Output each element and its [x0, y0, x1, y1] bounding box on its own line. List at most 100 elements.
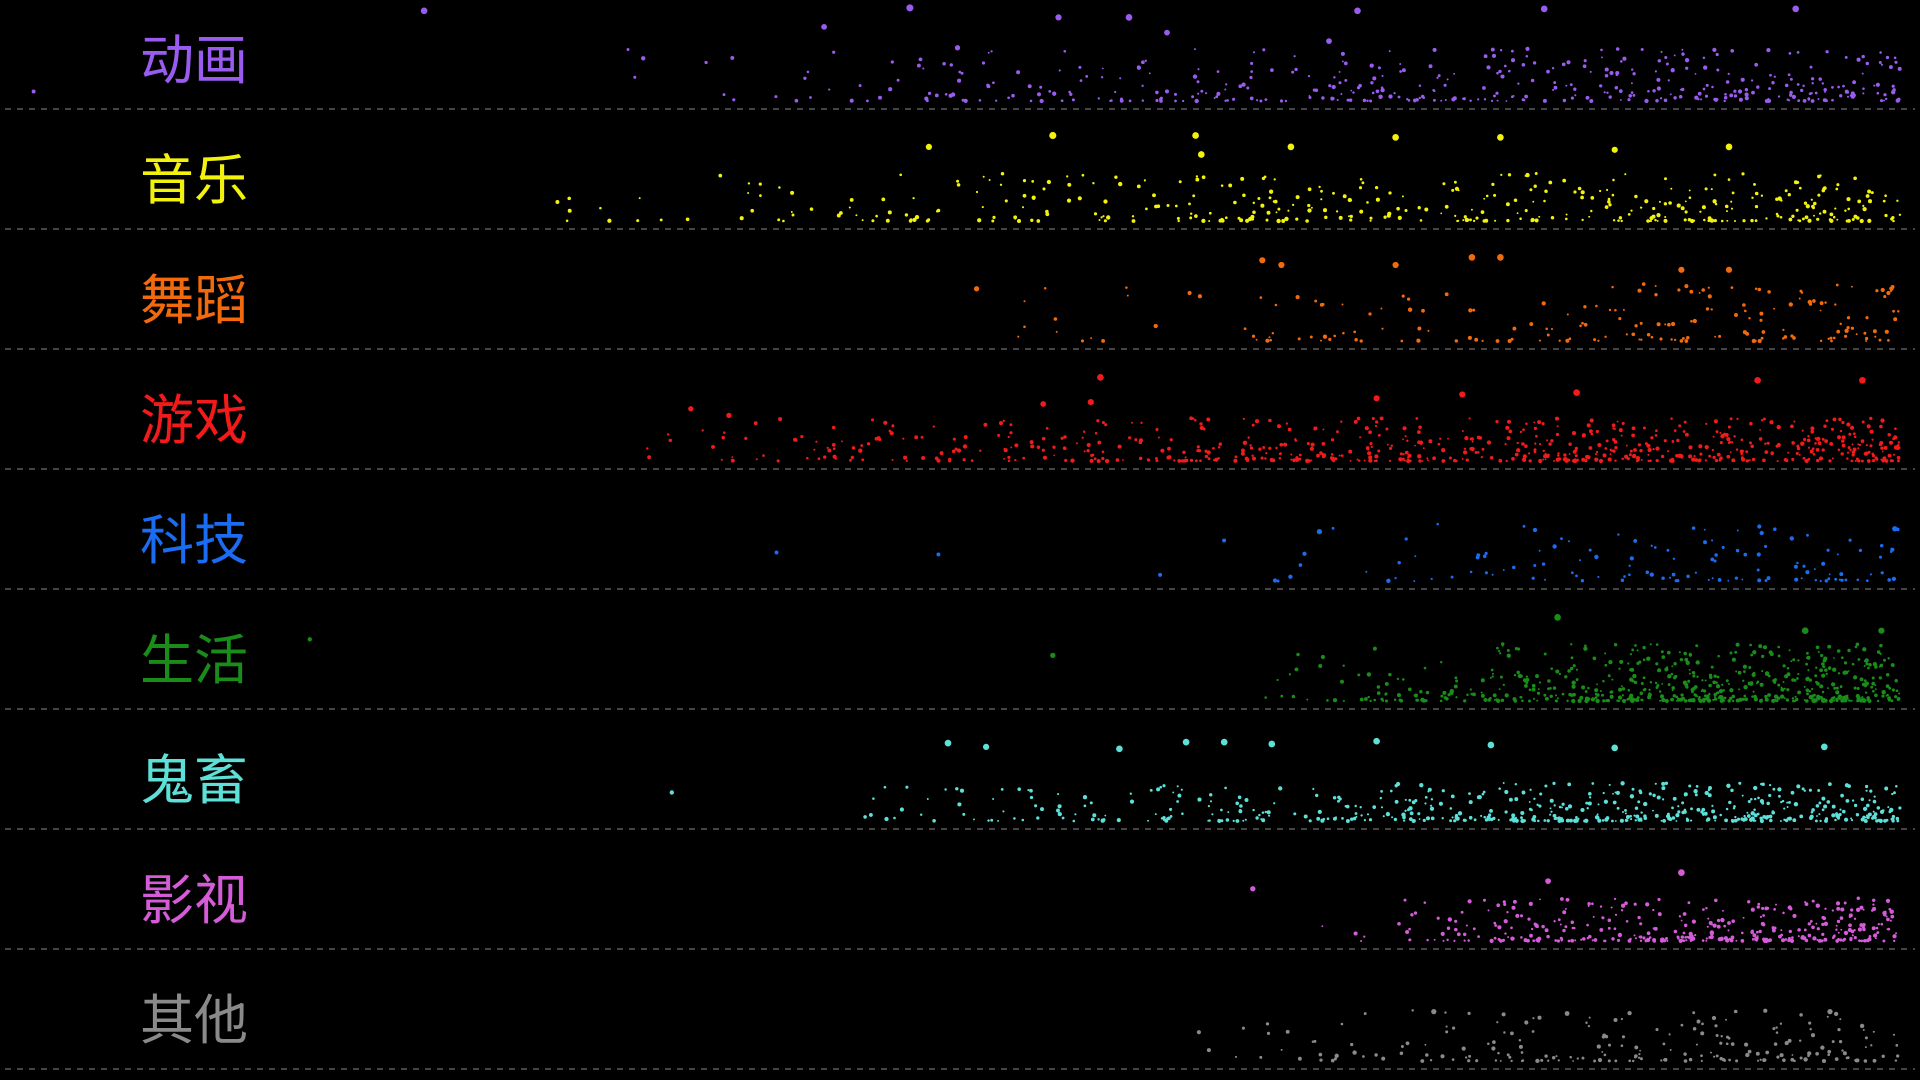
scatter-point [1730, 1042, 1735, 1046]
scatter-point [1345, 819, 1350, 823]
scatter-point [1192, 194, 1196, 198]
scatter-point [1871, 926, 1876, 931]
scatter-point [1643, 816, 1648, 820]
highlight-point [1487, 741, 1495, 749]
scatter-point [1566, 60, 1571, 65]
highlight-point [1540, 5, 1548, 13]
scatter-point [1500, 642, 1505, 646]
scatter-point [849, 458, 852, 462]
scatter-point [992, 798, 995, 800]
scatter-point [1851, 799, 1855, 802]
highlight-point [1268, 740, 1276, 748]
scatter-point [858, 448, 863, 453]
scatter-point [1403, 898, 1407, 902]
scatter-point [1706, 925, 1709, 928]
scatter-point [1876, 91, 1880, 95]
scatter-point [1444, 98, 1447, 102]
scatter-point [739, 216, 744, 221]
scatter-point [1328, 337, 1332, 342]
scatter-point [1701, 688, 1704, 691]
scatter-point [1878, 676, 1882, 680]
scatter-point [567, 208, 572, 213]
scatter-point [1612, 219, 1616, 222]
scatter-point [1852, 447, 1857, 452]
scatter-point [1704, 459, 1708, 462]
scatter-point [1571, 680, 1576, 685]
scatter-point [1721, 683, 1724, 686]
scatter-point [1728, 937, 1731, 941]
scatter-point [904, 213, 909, 217]
scatter-point [721, 435, 725, 440]
scatter-point [1733, 435, 1736, 438]
scatter-point [1326, 699, 1329, 702]
scatter-point [1650, 220, 1653, 222]
scatter-point [1631, 1059, 1635, 1063]
scatter-point [1530, 927, 1534, 931]
scatter-point [1821, 673, 1826, 678]
scatter-point [1819, 695, 1823, 700]
scatter-point [1865, 814, 1869, 817]
scatter-point [1439, 437, 1442, 440]
scatter-point [1249, 444, 1252, 447]
scatter-point [1567, 939, 1571, 943]
scatter-point [1101, 456, 1105, 461]
scatter-point [1630, 818, 1633, 821]
scatter-point [1114, 175, 1118, 179]
scatter-point [1573, 190, 1577, 194]
scatter-point [1217, 446, 1221, 449]
scatter-point [1363, 935, 1366, 938]
series-label: 舞蹈 [140, 269, 248, 332]
scatter-point [962, 444, 968, 449]
scatter-point [1357, 459, 1361, 462]
scatter-point [1298, 563, 1303, 567]
scatter-point [1864, 336, 1869, 341]
scatter-point [999, 183, 1003, 186]
scatter-point [1827, 577, 1831, 581]
scatter-point [1544, 784, 1548, 788]
scatter-point [1859, 1023, 1865, 1029]
scatter-point [1433, 938, 1436, 941]
scatter-point [1554, 694, 1558, 697]
scatter-point [1811, 447, 1815, 451]
scatter-point [1886, 290, 1891, 296]
scatter-point [1743, 685, 1748, 690]
scatter-point [1611, 678, 1614, 681]
scatter-point [1445, 1025, 1448, 1028]
scatter-point [851, 446, 856, 450]
scatter-point [1791, 94, 1796, 99]
scatter-point [1360, 940, 1363, 942]
scatter-point [1472, 692, 1476, 697]
scatter-point [1368, 818, 1373, 822]
scatter-point [1347, 197, 1352, 203]
scatter-point [1201, 175, 1206, 180]
scatter-point [1810, 1033, 1816, 1038]
scatter-point [1500, 698, 1505, 703]
scatter-point [1251, 423, 1255, 427]
scatter-point [1169, 815, 1173, 818]
scatter-point [1195, 177, 1200, 182]
scatter-point [1883, 658, 1886, 662]
scatter-point [1608, 659, 1613, 665]
scatter-point [1835, 187, 1839, 191]
scatter-point [1579, 324, 1582, 328]
scatter-point [1125, 286, 1128, 289]
scatter-point [1622, 308, 1625, 311]
scatter-point [1736, 817, 1741, 821]
scatter-point [1753, 339, 1757, 343]
scatter-point [1512, 697, 1517, 702]
scatter-point [1418, 84, 1422, 88]
scatter-point [1715, 430, 1719, 434]
scatter-point [1807, 299, 1812, 305]
scatter-point [1769, 652, 1774, 657]
scatter-point [1807, 669, 1810, 672]
scatter-point [1745, 450, 1749, 454]
highlight-point [936, 552, 941, 557]
scatter-point [1867, 189, 1872, 194]
scatter-point [963, 435, 968, 440]
scatter-point [978, 99, 982, 102]
scatter-point [1371, 91, 1375, 95]
scatter-point [1618, 428, 1623, 433]
scatter-point [1581, 1056, 1585, 1060]
scatter-point [1709, 220, 1712, 222]
scatter-point [1713, 674, 1717, 678]
